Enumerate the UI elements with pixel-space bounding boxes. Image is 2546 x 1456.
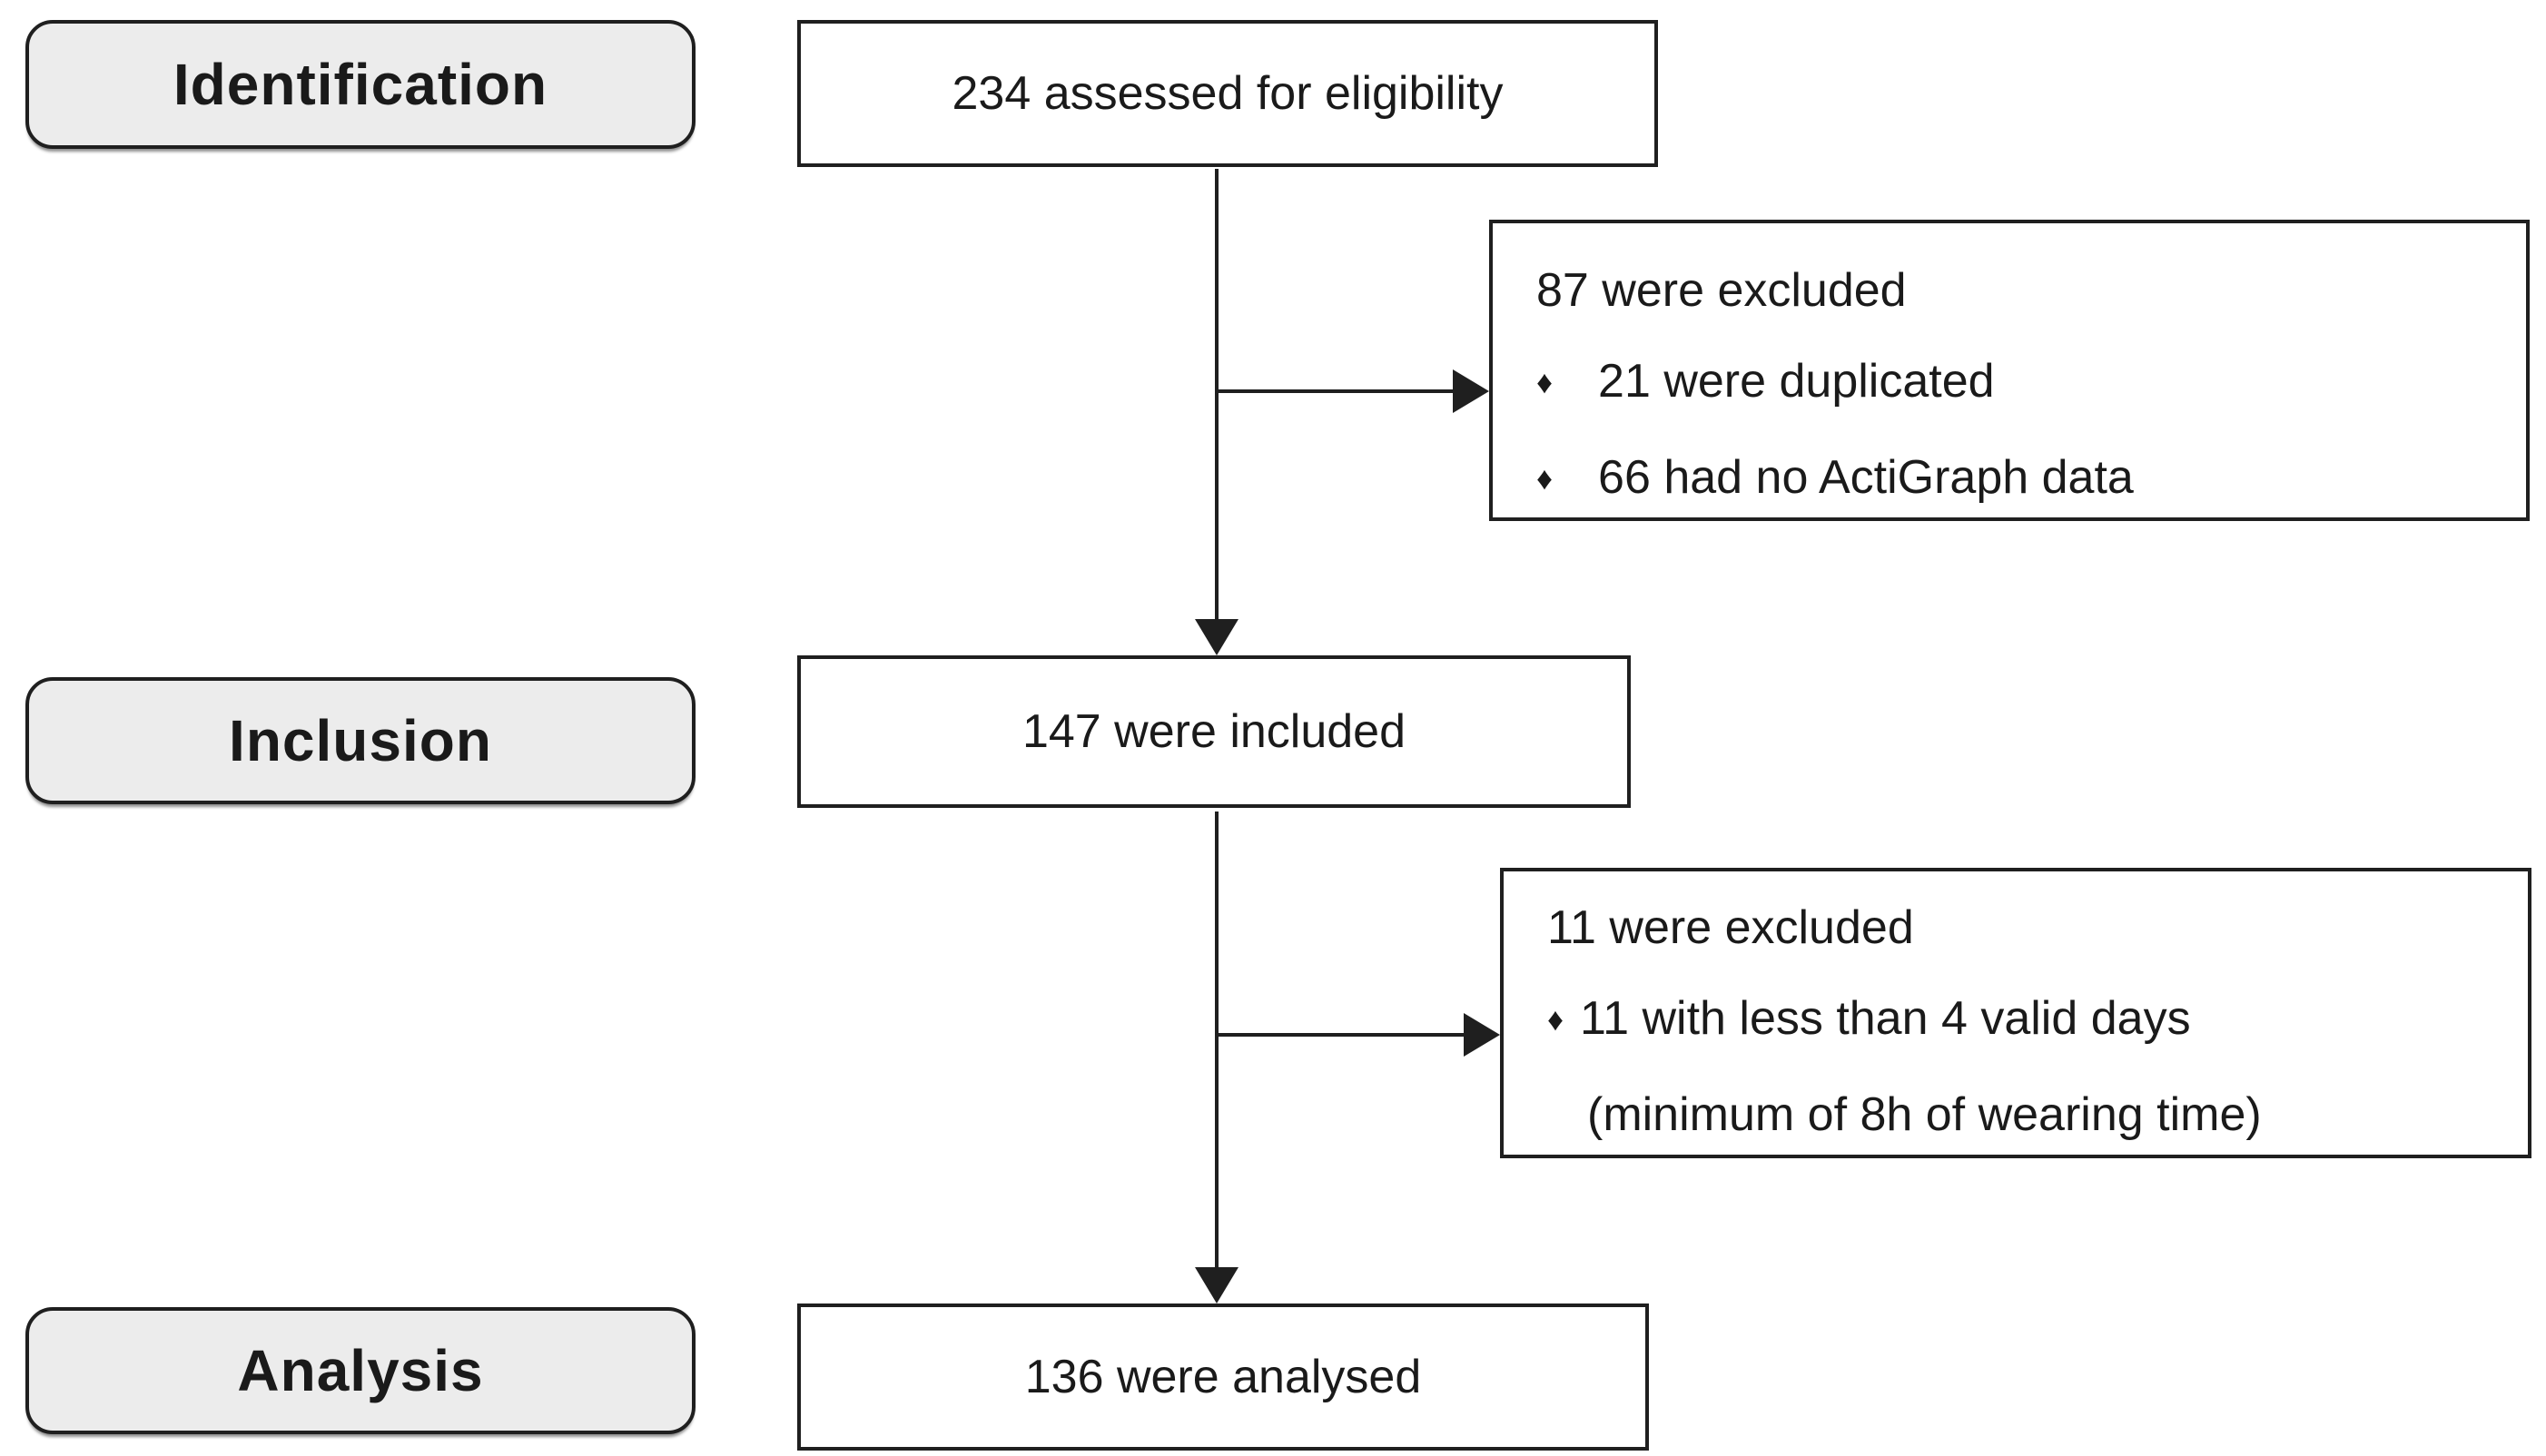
arrowhead-down-icon (1195, 619, 1238, 655)
arrowhead-right-icon (1464, 1013, 1500, 1057)
exclusion-box-2-content: 11 were excluded ♦ 11 with less than 4 va… (1504, 871, 2528, 1160)
exclusion-box-1-content: 87 were excluded ♦ 21 were duplicated ♦ 66… (1493, 223, 2526, 528)
stage-label-analysis-text: Analysis (237, 1338, 484, 1403)
arrowhead-right-icon (1453, 369, 1489, 413)
diamond-bullet-icon: ♦ (1536, 461, 1554, 497)
connector-branch-1 (1217, 389, 1455, 393)
exclusion-box-1-title: 87 were excluded (1536, 264, 1907, 317)
exclusion-box-1-item: ♦ 21 were duplicated (1536, 336, 2504, 432)
exclusion-box-1-item: ♦ 66 had no ActiGraph data (1536, 432, 2504, 528)
exclusion-box-2: 11 were excluded ♦ 11 with less than 4 va… (1500, 868, 2531, 1158)
diamond-bullet-icon: ♦ (1547, 1002, 1564, 1038)
connector-branch-2 (1217, 1033, 1465, 1037)
flow-box-analysed: 136 were analysed (797, 1304, 1649, 1451)
exclusion-box-2-title: 11 were excluded (1547, 901, 1914, 954)
flow-box-included: 147 were included (797, 655, 1631, 808)
diamond-bullet-icon: ♦ (1536, 365, 1554, 400)
stage-label-analysis: Analysis (25, 1307, 696, 1434)
stage-label-inclusion: Inclusion (25, 677, 696, 804)
exclusion-box-1-item-text: 66 had no ActiGraph data (1598, 451, 2134, 504)
stage-label-identification: Identification (25, 20, 696, 149)
stage-label-identification-text: Identification (173, 52, 548, 117)
exclusion-box-1: 87 were excluded ♦ 21 were duplicated ♦ 66… (1489, 220, 2530, 521)
exclusion-box-2-item: ♦ 11 with less than 4 valid days (1547, 973, 2506, 1069)
connector-vertical-1 (1215, 169, 1219, 623)
exclusion-box-2-item-text: 11 with less than 4 valid days (1580, 992, 2191, 1045)
connector-vertical-2 (1215, 812, 1219, 1267)
arrowhead-down-icon (1195, 1267, 1238, 1304)
exclusion-box-1-item-text: 21 were duplicated (1598, 355, 1995, 408)
flow-box-assessed: 234 assessed for eligibility (797, 20, 1658, 167)
stage-label-inclusion-text: Inclusion (229, 708, 492, 773)
exclusion-box-2-item-note: (minimum of 8h of wearing time) (1587, 1088, 2262, 1141)
flow-box-assessed-text: 234 assessed for eligibility (952, 67, 1504, 120)
flow-box-included-text: 147 were included (1021, 705, 1406, 758)
flow-box-analysed-text: 136 were analysed (1024, 1351, 1422, 1403)
